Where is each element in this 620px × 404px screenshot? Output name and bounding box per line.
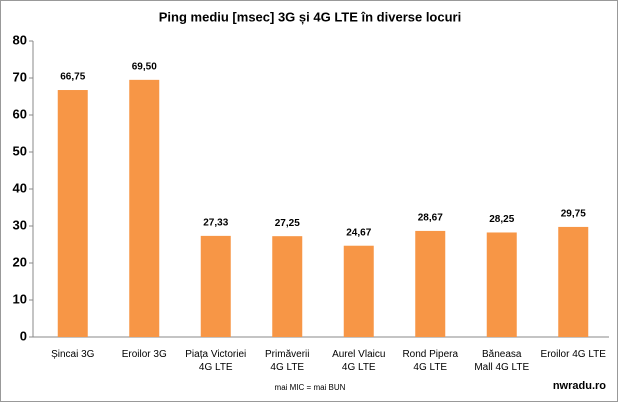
x-tick-label: Băneasa Mall 4G LTE (474, 349, 529, 373)
value-label: 66,75 (60, 72, 85, 83)
value-label: 27,25 (275, 218, 300, 229)
y-tick-label: 60 (13, 106, 27, 121)
x-tick-label: Primăverii 4G LTE (265, 349, 309, 373)
bar (200, 235, 231, 337)
x-tick-label: Eroilor 4G LTE (541, 349, 607, 360)
x-tick-label: Eroilor 3G (122, 349, 167, 360)
bar (558, 226, 589, 337)
y-tick-label: 10 (13, 291, 27, 306)
note: mai MIC = mai BUN (275, 383, 346, 392)
bar (343, 245, 374, 337)
y-tick-label: 80 (13, 32, 27, 47)
x-tick-label: Șincai 3G (51, 349, 95, 360)
y-tick-label: 0 (20, 328, 27, 343)
bar (57, 90, 88, 338)
y-tick-label: 40 (13, 180, 27, 195)
value-label: 29,75 (561, 209, 586, 220)
bar (129, 79, 160, 337)
y-tick-label: 50 (13, 143, 27, 158)
y-tick-label: 20 (13, 254, 27, 269)
x-tick-label: Aurel Vlaicu 4G LTE (332, 349, 385, 373)
x-tick-label: Piața Victoriei 4G LTE (185, 349, 246, 373)
chart-title: Ping mediu [msec] 3G și 4G LTE în divers… (159, 9, 461, 24)
y-tick-label: 30 (13, 217, 27, 232)
value-label: 24,67 (346, 227, 371, 238)
y-tick-label: 70 (13, 69, 27, 84)
x-tick-label: Rond Pipera 4G LTE (402, 349, 458, 373)
source: nwradu.ro (553, 380, 606, 392)
bar (272, 236, 303, 337)
value-label: 69,50 (132, 61, 157, 72)
value-label: 28,25 (489, 214, 514, 225)
bar (415, 230, 446, 337)
bar (486, 232, 517, 337)
value-label: 28,67 (418, 213, 443, 224)
value-label: 27,33 (203, 218, 228, 229)
